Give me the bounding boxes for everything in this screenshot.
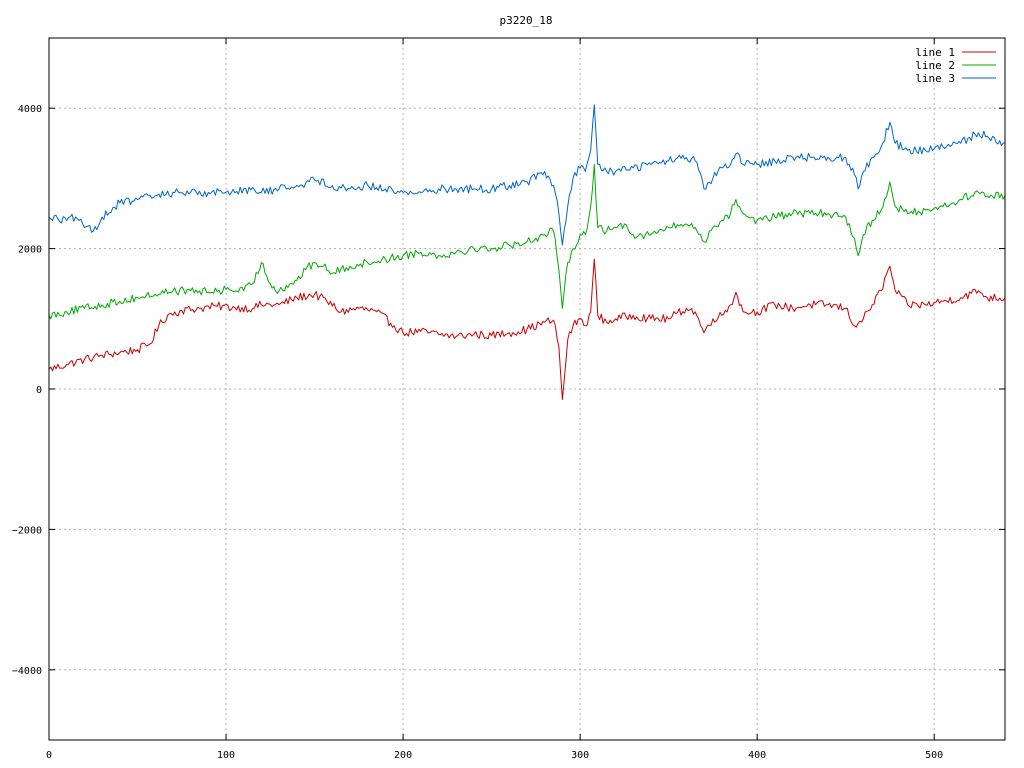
y-tick-label: −2000 xyxy=(12,525,42,536)
y-tick-label: −4000 xyxy=(12,666,42,677)
series-line-3 xyxy=(48,104,1006,246)
legend-label: line 1 xyxy=(915,46,955,59)
plot-frame xyxy=(48,37,1006,741)
x-tick-label: 500 xyxy=(925,750,943,761)
y-tick-label: 4000 xyxy=(18,104,42,115)
x-axis: 0 100 200 300 400 500 xyxy=(46,38,943,761)
x-tick-label: 400 xyxy=(748,750,766,761)
grid xyxy=(49,38,1005,740)
x-tick-label: 200 xyxy=(394,750,412,761)
legend-label: line 3 xyxy=(915,72,955,85)
y-tick-label: 2000 xyxy=(18,245,42,256)
series-line-2 xyxy=(48,163,1006,320)
x-tick-label: 100 xyxy=(217,750,235,761)
chart-title: p3220_18 xyxy=(500,14,553,27)
y-axis: −4000 −2000 0 2000 4000 xyxy=(12,104,1005,677)
x-tick-label: 0 xyxy=(46,750,52,761)
legend-label: line 2 xyxy=(915,59,955,72)
y-tick-label: 0 xyxy=(36,385,42,396)
series-group xyxy=(48,104,1006,400)
x-tick-label: 300 xyxy=(571,750,589,761)
series-line-1 xyxy=(48,258,1006,400)
